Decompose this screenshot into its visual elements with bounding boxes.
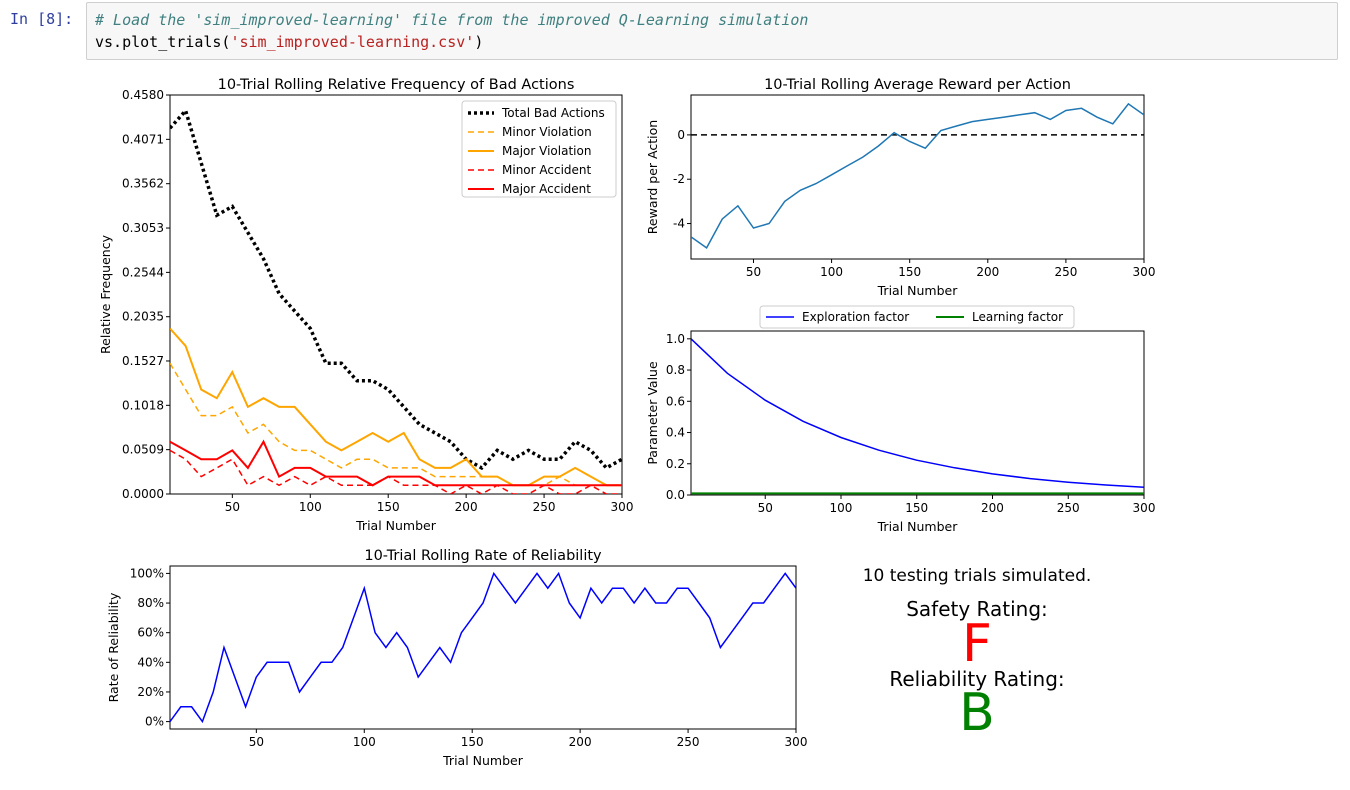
code-call-prefix: vs.plot_trials(: [95, 33, 231, 51]
x-tick-label: 100: [299, 500, 322, 514]
chart-reliability: 10-Trial Rolling Rate of Reliability 50 10…: [106, 548, 807, 768]
x-tick-label: 250: [1057, 501, 1080, 515]
legend-label: Exploration factor: [802, 310, 909, 324]
x-tick-label: 250: [533, 500, 556, 514]
x-axis-label: Trial Number: [877, 519, 959, 534]
y-tick-label: 0.4071: [122, 132, 164, 146]
plot-area: [169, 565, 797, 730]
safety-rating-label: Safety Rating:: [906, 597, 1048, 621]
x-tick-label: 300: [611, 500, 634, 514]
series-line: [170, 107, 622, 471]
x-tick-label: 250: [677, 735, 700, 749]
x-tick-label: 150: [377, 500, 400, 514]
series-line: [691, 338, 1144, 488]
series-line: [170, 362, 622, 487]
legend-label: Learning factor: [972, 310, 1063, 324]
chart-title: 10-Trial Rolling Rate of Reliability: [364, 548, 602, 564]
y-tick-label: -4: [673, 217, 685, 231]
y-tick-label: 0.8: [666, 363, 685, 377]
y-tick-label: 0.2544: [122, 265, 164, 279]
y-tick-label: 0.6: [666, 394, 685, 408]
y-tick-label: 0.2035: [122, 310, 164, 324]
chart-title: 10-Trial Rolling Relative Frequency of B…: [218, 77, 575, 93]
y-tick-label: -2: [673, 172, 685, 186]
y-tick-label: 0%: [145, 715, 164, 729]
chart-params: 50 100 150 200 250 300 0.0 0.2 0.4 0.6 0.8 1.0 Trial…: [645, 305, 1156, 534]
y-tick-label: 1.0: [666, 332, 685, 346]
x-tick-label: 200: [455, 500, 478, 514]
series-line: [170, 449, 622, 494]
series-line: [170, 327, 622, 487]
x-tick-label: 100: [820, 265, 843, 279]
y-tick-label: 0.2: [666, 457, 685, 471]
y-tick-label: 20%: [137, 685, 164, 699]
code-cell[interactable]: # Load the 'sim_improved-learning' file …: [86, 2, 1338, 60]
y-tick-label: 0.4: [666, 426, 685, 440]
y-tick-label: 0.3562: [122, 177, 164, 191]
x-tick-label: 50: [746, 265, 761, 279]
y-tick-label: 0.0509: [122, 443, 164, 457]
legend-label: Major Violation: [502, 144, 591, 158]
reliability-rating-grade: B: [959, 683, 995, 743]
series-line: [170, 571, 796, 724]
x-tick-label: 150: [905, 501, 928, 515]
legend-label: Total Bad Actions: [501, 106, 605, 120]
x-tick-label: 100: [830, 501, 853, 515]
y-tick-label: 0.0000: [122, 487, 164, 501]
y-tick-label: 0.1527: [122, 354, 164, 368]
legend-label: Minor Accident: [502, 163, 592, 177]
y-tick-label: 0.4580: [122, 88, 164, 102]
plot-area: [690, 94, 1145, 260]
y-tick-label: 0.1018: [122, 398, 164, 412]
x-axis-label: Trial Number: [877, 283, 959, 298]
legend-label: Minor Violation: [502, 125, 592, 139]
cell-prompt: In [8]:: [10, 10, 74, 28]
code-call-arg: 'sim_improved-learning.csv': [230, 33, 475, 51]
x-tick-label: 50: [225, 500, 240, 514]
y-tick-label: 60%: [137, 626, 164, 640]
chart-reward: 10-Trial Rolling Average Reward per Acti…: [645, 77, 1155, 298]
x-tick-label: 100: [353, 735, 376, 749]
x-tick-label: 150: [898, 265, 921, 279]
legend-box: [461, 100, 617, 198]
chart-bad: 10-Trial Rolling Relative Frequency of B…: [98, 77, 633, 533]
chart-title: 10-Trial Rolling Average Reward per Acti…: [764, 77, 1071, 93]
y-tick-label: 0.0: [666, 488, 685, 502]
x-tick-label: 200: [976, 265, 999, 279]
legend-label: Major Accident: [502, 182, 591, 196]
y-axis-label: Rate of Reliability: [106, 592, 121, 702]
code-call-suffix: ): [474, 33, 484, 51]
x-tick-label: 50: [758, 501, 773, 515]
summary-trials-text: 10 testing trials simulated.: [862, 566, 1092, 586]
safety-rating-grade: F: [962, 614, 992, 674]
x-axis-label: Trial Number: [442, 753, 524, 768]
x-tick-label: 300: [1133, 265, 1156, 279]
code-comment: # Load the 'sim_improved-learning' file …: [95, 11, 809, 29]
reliability-rating-label: Reliability Rating:: [889, 667, 1065, 691]
y-axis-label: Reward per Action: [645, 120, 660, 234]
plot-area: [169, 94, 623, 495]
x-tick-label: 300: [1133, 501, 1156, 515]
y-tick-label: 0: [677, 128, 685, 142]
y-tick-label: 0.3053: [122, 221, 164, 235]
x-tick-label: 300: [785, 735, 808, 749]
x-tick-label: 150: [461, 735, 484, 749]
y-tick-label: 80%: [137, 596, 164, 610]
series-line: [170, 439, 622, 487]
x-tick-label: 250: [1054, 265, 1077, 279]
code-call: vs.plot_trials('sim_improved-learning.cs…: [95, 33, 483, 51]
y-tick-label: 40%: [137, 655, 164, 669]
x-tick-label: 50: [249, 735, 264, 749]
x-tick-label: 200: [569, 735, 592, 749]
x-axis-label: Trial Number: [355, 518, 437, 533]
y-tick-label: 100%: [130, 566, 164, 580]
legend-box: [759, 305, 1075, 329]
y-axis-label: Parameter Value: [645, 361, 660, 465]
x-tick-label: 200: [981, 501, 1004, 515]
plot-area: [690, 330, 1145, 496]
y-axis-label: Relative Frequency: [98, 234, 113, 354]
series-line: [691, 102, 1144, 250]
